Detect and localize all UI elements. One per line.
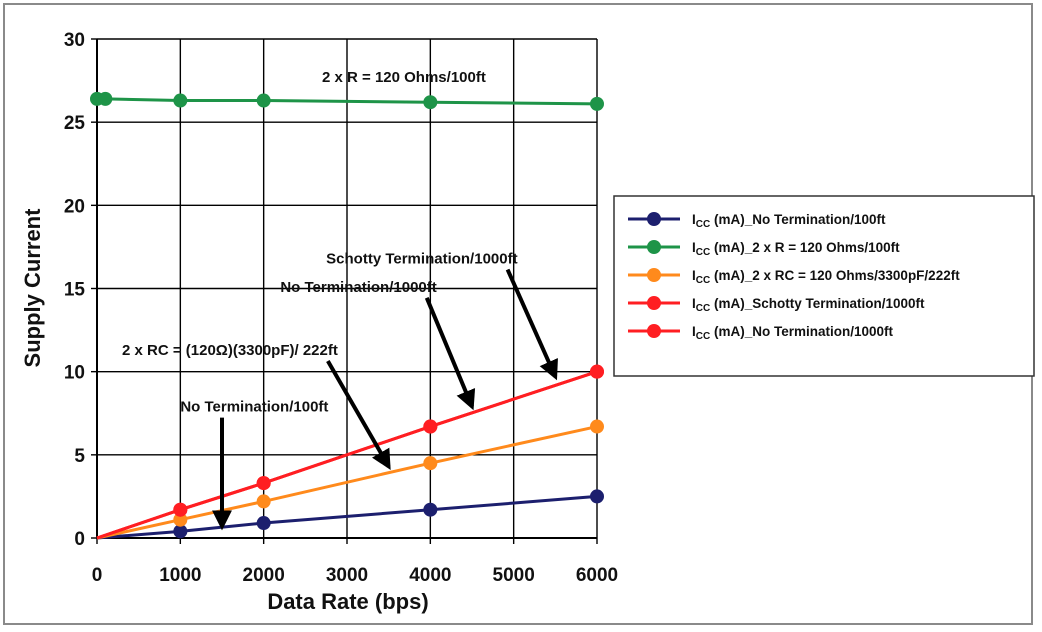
series-2-point — [256, 93, 271, 108]
legend-entry-1: ICC (mA)_No Termination/100ft — [692, 212, 886, 230]
annotation-label: No Termination/1000ft — [280, 279, 436, 296]
series-5-point — [590, 364, 604, 379]
y-tick-label: 30 — [64, 30, 85, 51]
legend-label-text: (mA)_No Termination/1000ft — [710, 324, 893, 339]
legend-subscript: CC — [696, 219, 710, 230]
y-tick-label: 25 — [64, 113, 86, 134]
series-2-point — [423, 95, 438, 110]
legend-entry-3: ICC (mA)_2 x RC = 120 Ohms/3300pF/222ft — [692, 268, 960, 286]
annotation-arrow — [326, 360, 391, 470]
series-5-point — [423, 419, 438, 434]
y-tick-label: 0 — [74, 529, 85, 550]
legend-label-text: (mA)_Schotty Termination/1000ft — [710, 296, 925, 311]
legend-label-text: (mA)_2 x R = 120 Ohms/100ft — [710, 240, 900, 255]
data-series — [90, 91, 604, 540]
legend-swatch-marker — [647, 268, 661, 282]
legend-entry-2: ICC (mA)_2 x R = 120 Ohms/100ft — [692, 240, 900, 258]
x-tick-label: 1000 — [159, 565, 201, 586]
series-3-point — [590, 419, 604, 434]
annotation-label: No Termination/100ft — [180, 399, 328, 416]
y-axis-title: Supply Current — [20, 208, 45, 368]
x-tick-label: 6000 — [576, 565, 618, 586]
annotation-label: 2 x R = 120 Ohms/100ft — [322, 69, 486, 86]
tick-labels: 0 1000 2000 3000 4000 5000 6000 0 5 10 15 20 25 30 — [64, 30, 618, 586]
series-5-point — [256, 476, 271, 491]
legend-swatch-marker — [647, 296, 661, 310]
series-3-point — [423, 456, 438, 471]
series-3-point — [256, 494, 271, 509]
annotation-arrow — [424, 297, 476, 411]
series-3-point — [173, 512, 188, 527]
series-2-point — [173, 93, 188, 108]
legend-swatch-marker — [647, 212, 661, 226]
series-1-point — [590, 489, 604, 504]
x-tick-label: 3000 — [326, 565, 368, 586]
annotation-arrow — [505, 268, 558, 381]
legend-swatch-marker — [647, 324, 661, 338]
annotation-label: 2 x RC = (120Ω)(3300pF)/ 222ft — [122, 342, 338, 359]
x-tick-label: 4000 — [409, 565, 451, 586]
legend-label-text: (mA)_2 x RC = 120 Ohms/3300pF/222ft — [710, 268, 960, 283]
y-tick-label: 10 — [64, 363, 85, 384]
x-axis-title: Data Rate (bps) — [267, 589, 428, 614]
series-5-point — [173, 502, 188, 517]
annotation-label: Schotty Termination/1000ft — [326, 251, 517, 268]
legend-subscript: CC — [696, 303, 710, 314]
series-1-point — [256, 516, 271, 531]
series-2-point — [590, 96, 604, 111]
legend-entry-5: ICC (mA)_No Termination/1000ft — [692, 324, 894, 342]
legend-subscript: CC — [696, 247, 710, 258]
legend-entry-4: ICC (mA)_Schotty Termination/1000ft — [692, 296, 925, 314]
legend: ICC (mA)_No Termination/100ft ICC (mA)_2 … — [613, 195, 1035, 377]
legend-subscript: CC — [696, 331, 710, 342]
legend-swatch-marker — [647, 240, 661, 254]
x-tick-label: 2000 — [243, 565, 285, 586]
legend-box — [613, 195, 1035, 377]
legend-subscript: CC — [696, 275, 710, 286]
series-1-point — [173, 524, 188, 539]
x-tick-label: 5000 — [493, 565, 535, 586]
y-tick-label: 5 — [74, 446, 85, 467]
grid-lines — [97, 38, 598, 538]
series-2-point — [98, 91, 113, 106]
legend-label-text: (mA)_No Termination/100ft — [710, 212, 886, 227]
y-tick-label: 15 — [64, 280, 86, 301]
annotations: 2 x R = 120 Ohms/100ft Schotty Terminatio… — [122, 69, 558, 531]
series-1-point — [423, 502, 438, 517]
y-tick-label: 20 — [64, 196, 85, 217]
x-tick-label: 0 — [92, 565, 103, 586]
